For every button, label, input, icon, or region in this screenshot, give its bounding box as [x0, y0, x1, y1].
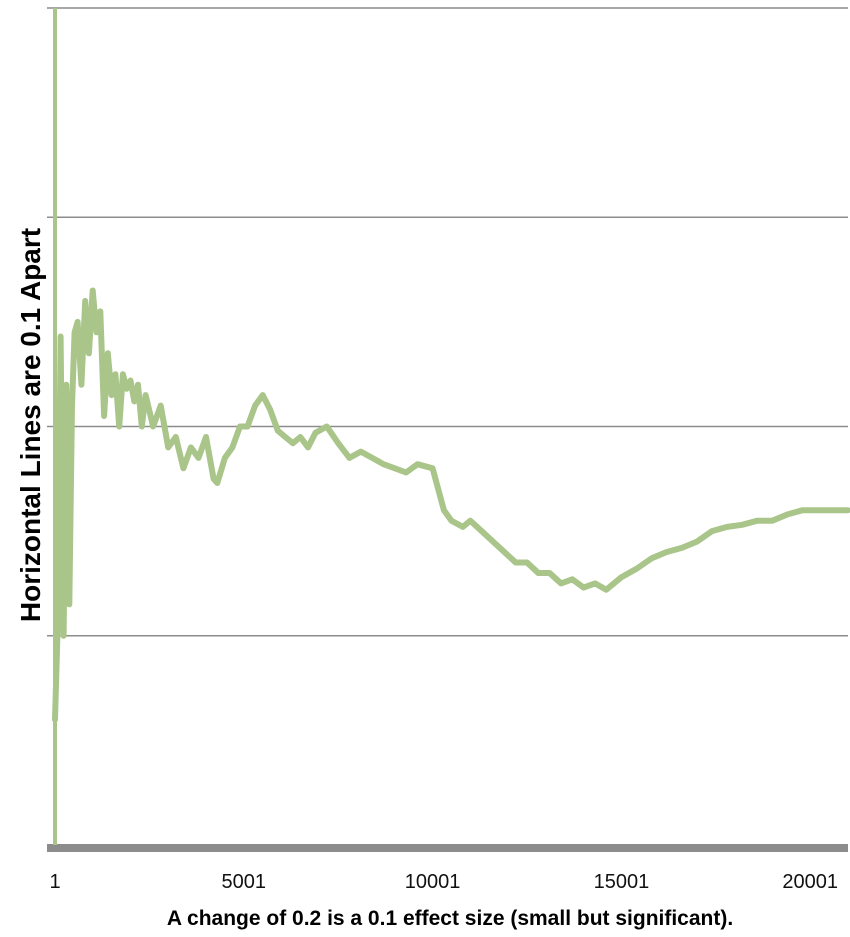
x-tick-label: 5001 [222, 871, 267, 893]
x-tick-labels: 1 5001 10001 15001 20001 [49, 871, 838, 893]
x-tick-label: 10001 [405, 871, 461, 893]
axes [47, 8, 848, 852]
x-tick-label: 1 [49, 871, 60, 893]
x-tick-label: 20001 [782, 871, 838, 893]
y-axis-label: Horizontal Lines are 0.1 Apart [15, 228, 46, 622]
x-tick-label: 15001 [594, 871, 650, 893]
gridlines [47, 7, 848, 637]
x-axis-label: A change of 0.2 is a 0.1 effect size (sm… [167, 907, 733, 930]
series-layer [52, 287, 850, 723]
series-line [52, 287, 850, 723]
